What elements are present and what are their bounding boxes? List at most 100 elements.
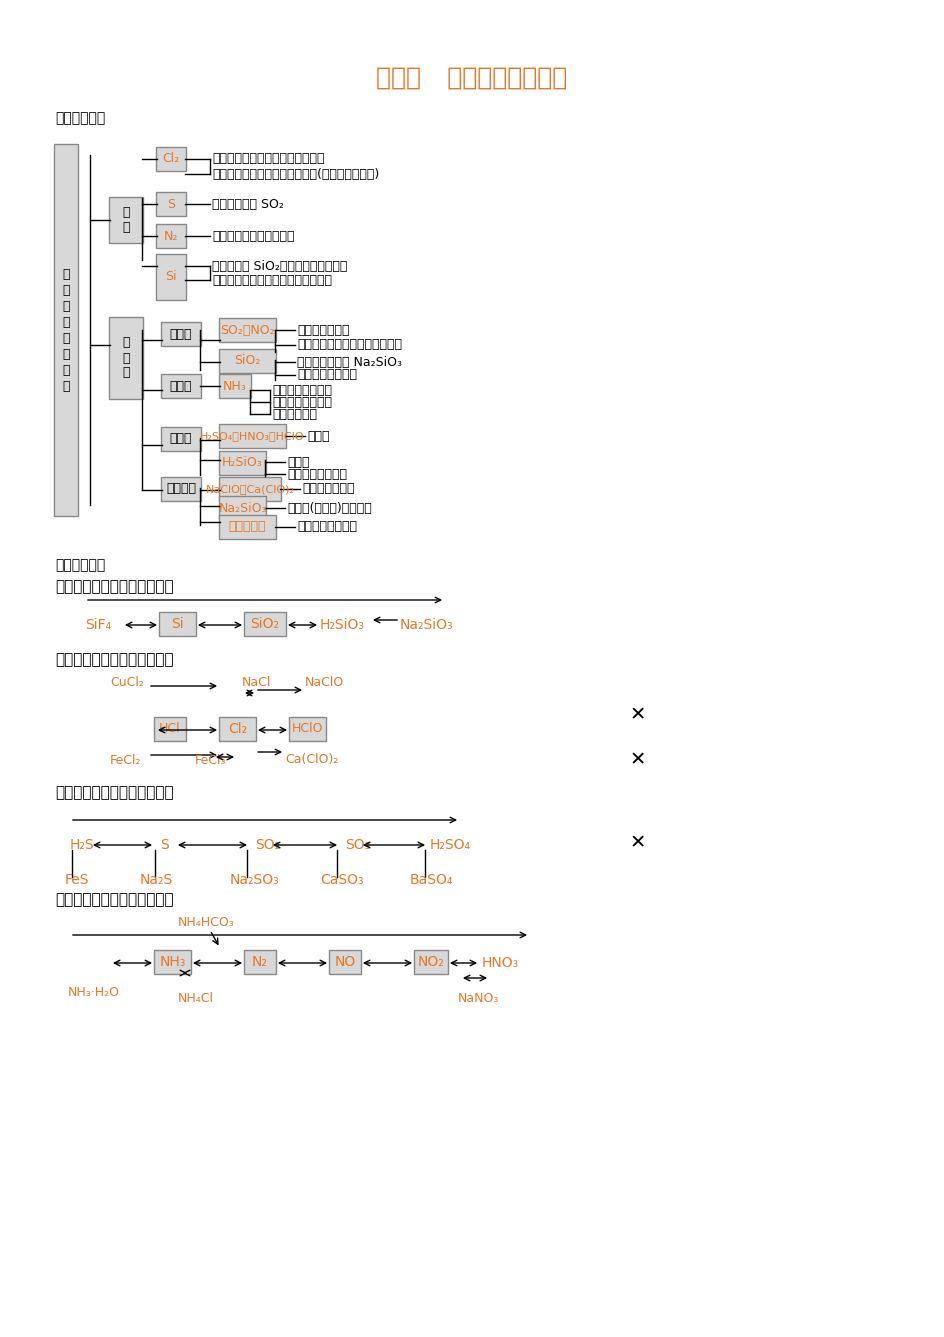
Text: Na₂SO₃: Na₂SO₃ <box>229 873 279 886</box>
Text: NO: NO <box>334 955 355 969</box>
Text: 氧化物: 氧化物 <box>170 328 192 341</box>
Text: SO₂、NO₂: SO₂、NO₂ <box>220 324 275 337</box>
Text: 复杂硅酸盐: 复杂硅酸盐 <box>228 520 266 533</box>
Text: ✕: ✕ <box>630 833 646 853</box>
Text: NH₃·H₂O: NH₃·H₂O <box>68 987 120 1000</box>
Text: CaSO₃: CaSO₃ <box>320 873 363 886</box>
Text: Na₂SiO₃: Na₂SiO₃ <box>399 618 453 632</box>
FancyBboxPatch shape <box>219 349 276 373</box>
Text: SO₂: SO₂ <box>255 838 279 852</box>
Text: Na₂SiO₃: Na₂SiO₃ <box>218 501 266 515</box>
Text: Si: Si <box>165 270 177 283</box>
Text: H₂SiO₃: H₂SiO₃ <box>320 618 364 632</box>
Text: Ca(ClO)₂: Ca(ClO)₂ <box>285 754 338 766</box>
Text: Cl₂: Cl₂ <box>162 152 179 166</box>
Text: SO₃: SO₃ <box>345 838 370 852</box>
Text: 与水反应：制氨水: 与水反应：制氨水 <box>272 384 331 397</box>
Text: 稳定性：空气的主要成分: 稳定性：空气的主要成分 <box>211 230 295 242</box>
Text: 三、硫及其化合物的相互转化: 三、硫及其化合物的相互转化 <box>55 786 174 801</box>
Text: 【内容结构】: 【内容结构】 <box>55 111 105 124</box>
Text: HCl: HCl <box>159 722 180 735</box>
Text: HClO: HClO <box>292 722 323 735</box>
Text: NH₄HCO₃: NH₄HCO₃ <box>177 916 234 928</box>
Text: 氧化性: 氧化性 <box>307 429 329 443</box>
FancyBboxPatch shape <box>109 197 143 243</box>
FancyBboxPatch shape <box>219 374 251 398</box>
Text: NO₂: NO₂ <box>417 955 444 969</box>
Text: 与强碱反应：制 Na₂SiO₃: 与强碱反应：制 Na₂SiO₃ <box>296 356 401 369</box>
Text: S: S <box>160 838 169 852</box>
Text: N₂: N₂ <box>163 230 178 242</box>
Text: 第四章   非金属及其化合物: 第四章 非金属及其化合物 <box>376 66 567 90</box>
FancyBboxPatch shape <box>219 477 280 501</box>
Text: S: S <box>167 198 175 210</box>
Text: HNO₃: HNO₃ <box>481 956 518 971</box>
Text: 硅酸盐材料的基础: 硅酸盐材料的基础 <box>296 369 357 381</box>
FancyBboxPatch shape <box>160 427 201 451</box>
Text: H₂SO₄: H₂SO₄ <box>430 838 471 852</box>
Text: 含氧酸盐: 含氧酸盐 <box>166 483 195 496</box>
Text: 消毒剂、漂白粉: 消毒剂、漂白粉 <box>302 483 354 496</box>
Text: H₂S: H₂S <box>70 838 94 852</box>
FancyBboxPatch shape <box>156 225 186 247</box>
Text: 一、硅及其化合物的相互转化: 一、硅及其化合物的相互转化 <box>55 579 174 595</box>
Text: NaCl: NaCl <box>242 677 271 690</box>
Text: NaNO₃: NaNO₃ <box>458 992 498 1004</box>
Text: 与水反应：酸雨: 与水反应：酸雨 <box>296 324 349 337</box>
Text: FeS: FeS <box>65 873 90 886</box>
FancyBboxPatch shape <box>289 717 326 741</box>
FancyBboxPatch shape <box>244 612 286 636</box>
Text: 半导体性：信息技术与光电技术材料: 半导体性：信息技术与光电技术材料 <box>211 274 331 286</box>
Text: 【知识要点】: 【知识要点】 <box>55 558 105 572</box>
FancyBboxPatch shape <box>219 496 265 520</box>
Text: NaClO、Ca(ClO)₂: NaClO、Ca(ClO)₂ <box>205 484 295 493</box>
Text: NH₃: NH₃ <box>223 380 246 393</box>
Text: 氧化性：与金属及其他非金属反应: 氧化性：与金属及其他非金属反应 <box>211 152 324 166</box>
Text: SiO₂: SiO₂ <box>250 616 279 631</box>
Text: Na₂S: Na₂S <box>140 873 173 886</box>
Text: CuCl₂: CuCl₂ <box>110 677 143 690</box>
Text: 单
质: 单 质 <box>122 206 129 234</box>
Text: SiO₂: SiO₂ <box>234 354 261 368</box>
FancyBboxPatch shape <box>219 451 265 475</box>
FancyBboxPatch shape <box>159 612 195 636</box>
FancyBboxPatch shape <box>156 193 186 217</box>
FancyBboxPatch shape <box>413 951 447 973</box>
FancyBboxPatch shape <box>160 322 201 346</box>
Text: ✕: ✕ <box>630 750 646 770</box>
FancyBboxPatch shape <box>160 374 201 398</box>
FancyBboxPatch shape <box>109 317 143 398</box>
FancyBboxPatch shape <box>154 717 186 741</box>
FancyBboxPatch shape <box>154 951 191 973</box>
Text: 氢化物: 氢化物 <box>170 380 192 393</box>
FancyBboxPatch shape <box>329 951 361 973</box>
Text: 陶瓷、玻璃、水泥: 陶瓷、玻璃、水泥 <box>296 520 357 533</box>
Text: FeCl₂: FeCl₂ <box>110 754 142 766</box>
Text: Cl₂: Cl₂ <box>228 722 246 735</box>
Text: NH₄Cl: NH₄Cl <box>177 992 213 1004</box>
Text: 二、氯及其化合物的相互转化: 二、氯及其化合物的相互转化 <box>55 652 174 667</box>
Text: NaClO: NaClO <box>305 677 344 690</box>
FancyBboxPatch shape <box>219 515 276 539</box>
Text: 化
合
物: 化 合 物 <box>122 337 129 380</box>
FancyBboxPatch shape <box>156 147 186 171</box>
Text: H₂SO₄、HNO₃、HClO: H₂SO₄、HNO₃、HClO <box>200 431 305 441</box>
Text: 液化：制冷剂: 液化：制冷剂 <box>272 408 316 421</box>
Text: Si: Si <box>171 616 184 631</box>
Text: 非
金
属
及
其
化
合
物: 非 金 属 及 其 化 合 物 <box>62 267 70 393</box>
FancyBboxPatch shape <box>160 477 201 501</box>
Text: 可燃性：生成 SO₂: 可燃性：生成 SO₂ <box>211 198 283 210</box>
Text: N₂: N₂ <box>252 955 268 969</box>
Text: FeCl₃: FeCl₃ <box>194 754 227 766</box>
Text: 与水、碱反应：消毒剂、漂白剂(漂白液与漂白粉): 与水、碱反应：消毒剂、漂白剂(漂白液与漂白粉) <box>211 167 379 180</box>
Text: 含氧酸: 含氧酸 <box>170 432 192 445</box>
Text: H₂SiO₃: H₂SiO₃ <box>222 456 262 469</box>
Text: 黏胶剂(水玻璃)、防火剂: 黏胶剂(水玻璃)、防火剂 <box>287 501 371 515</box>
FancyBboxPatch shape <box>156 254 186 299</box>
FancyBboxPatch shape <box>219 318 276 342</box>
FancyBboxPatch shape <box>54 144 78 516</box>
FancyBboxPatch shape <box>219 717 256 741</box>
Text: 与环境的关系：大气污染与防治: 与环境的关系：大气污染与防治 <box>296 338 401 352</box>
Text: NH₃: NH₃ <box>160 955 185 969</box>
Text: 胶体性质：制硅胶: 胶体性质：制硅胶 <box>287 468 346 480</box>
